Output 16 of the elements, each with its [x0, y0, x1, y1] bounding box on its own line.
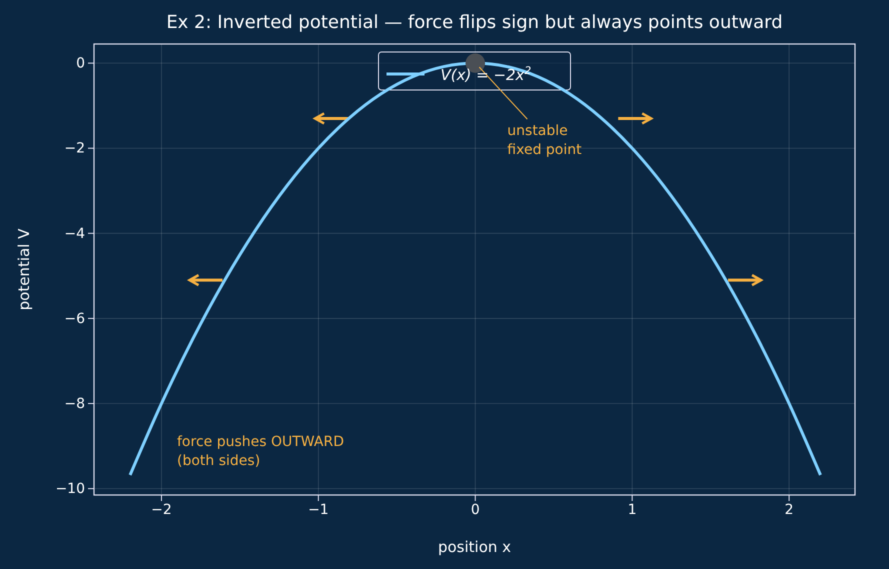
y-tick-label: −4 [64, 226, 86, 242]
x-axis-title: position x [438, 538, 512, 556]
annotation: unstable fixed point [507, 123, 582, 158]
y-tick-label: −6 [64, 310, 86, 327]
annotation: force pushes OUTWARD (both sides) [177, 434, 344, 469]
y-axis-title: potential V [15, 228, 33, 310]
x-tick-label: 1 [628, 502, 637, 518]
x-tick-label: −1 [308, 502, 329, 518]
y-tick-label: −2 [64, 140, 85, 157]
y-tick-label: −8 [64, 396, 85, 412]
y-tick-label: −10 [55, 481, 85, 498]
y-tick-label: 0 [76, 56, 85, 72]
x-tick-label: 2 [784, 502, 794, 518]
chart-title: Ex 2: Inverted potential — force flips sign but always points outward [166, 12, 783, 33]
x-tick-label: 0 [470, 502, 480, 518]
x-tick-label: −2 [151, 502, 172, 518]
